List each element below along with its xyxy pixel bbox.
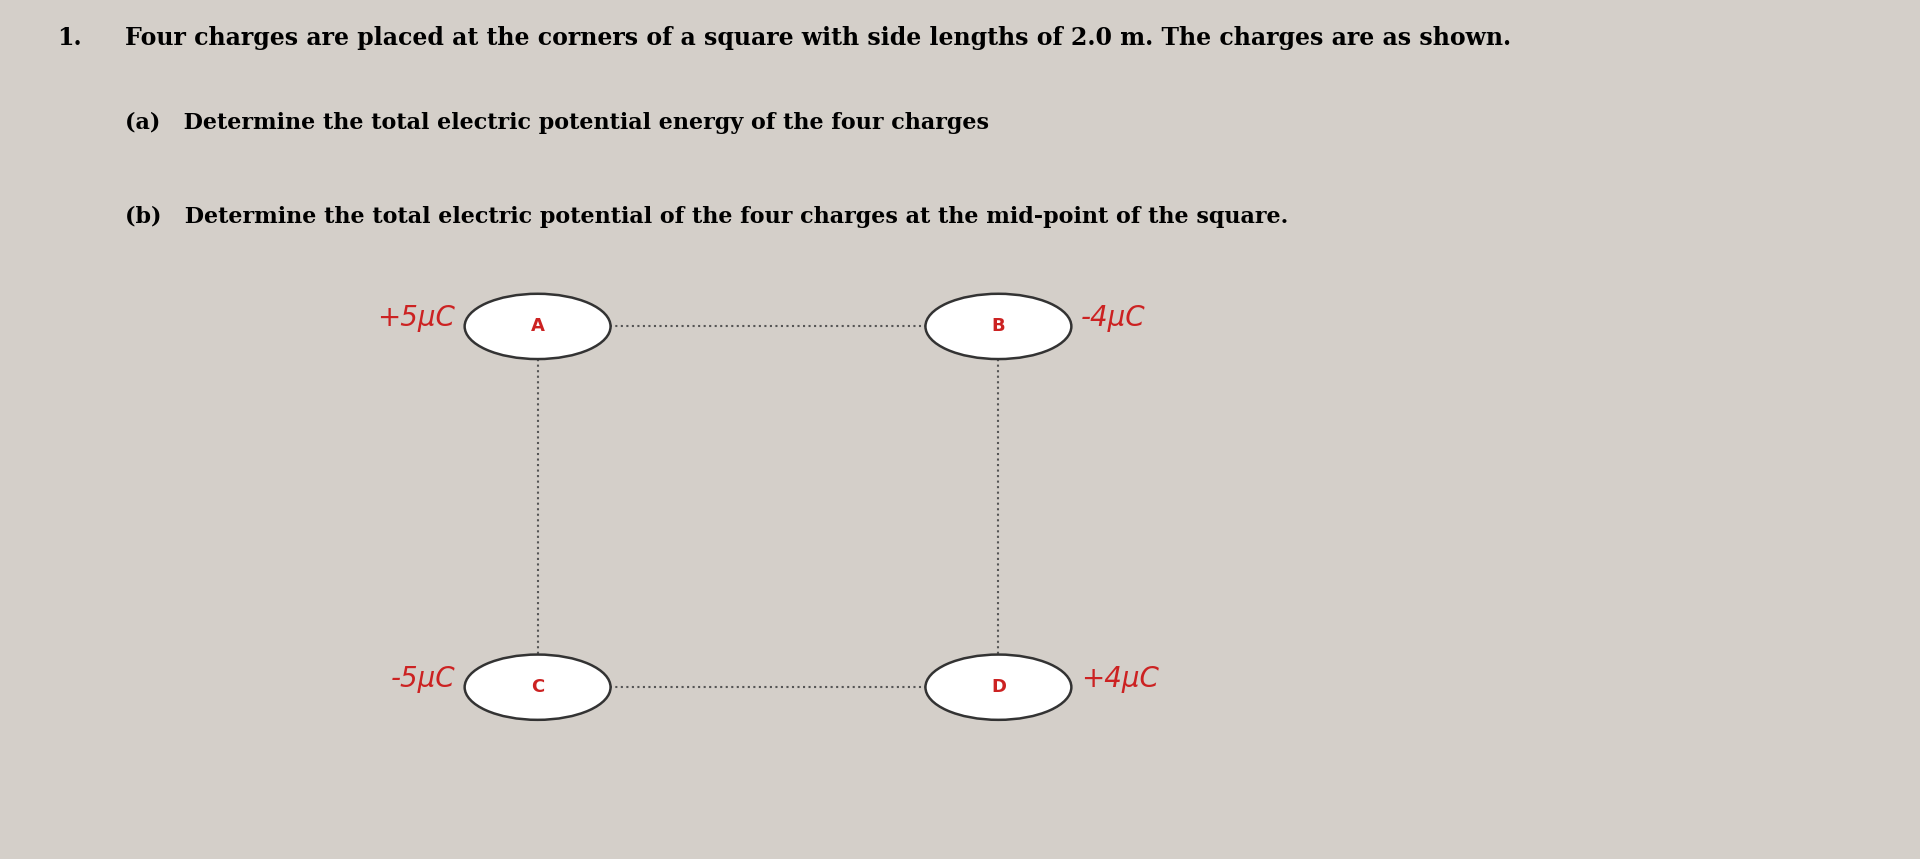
Text: C: C [532, 679, 543, 696]
Text: D: D [991, 679, 1006, 696]
Text: (b)   Determine the total electric potential of the four charges at the mid-poin: (b) Determine the total electric potenti… [125, 206, 1288, 228]
Text: +5μC: +5μC [376, 304, 455, 332]
Circle shape [465, 655, 611, 720]
Text: Four charges are placed at the corners of a square with side lengths of 2.0 m. T: Four charges are placed at the corners o… [125, 26, 1511, 50]
Text: A: A [530, 318, 545, 335]
Text: -5μC: -5μC [390, 665, 455, 692]
Text: +4μC: +4μC [1081, 665, 1160, 692]
Circle shape [465, 294, 611, 359]
Text: -4μC: -4μC [1081, 304, 1146, 332]
Text: (a)   Determine the total electric potential energy of the four charges: (a) Determine the total electric potenti… [125, 112, 989, 134]
Circle shape [925, 294, 1071, 359]
Text: 1.: 1. [58, 26, 83, 50]
Text: B: B [991, 318, 1006, 335]
Circle shape [925, 655, 1071, 720]
